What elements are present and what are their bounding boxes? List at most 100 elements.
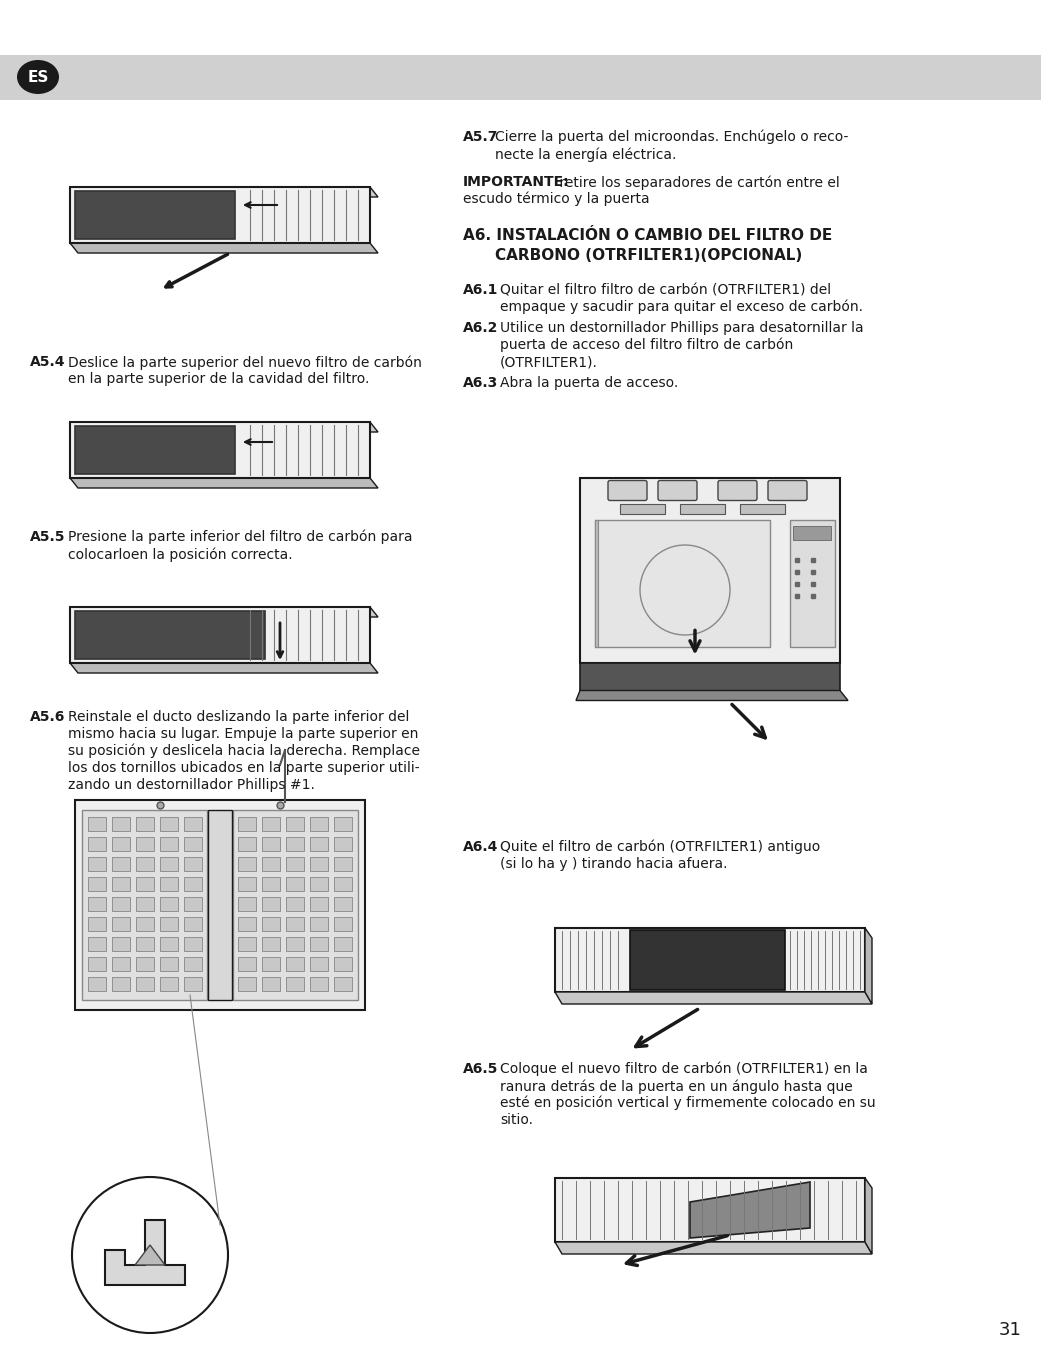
FancyBboxPatch shape	[768, 480, 807, 500]
Circle shape	[72, 1176, 228, 1333]
Bar	[334, 938, 352, 951]
Bar	[286, 938, 304, 951]
Bar	[112, 877, 130, 890]
Polygon shape	[865, 1178, 872, 1255]
Polygon shape	[555, 1242, 872, 1255]
Bar	[595, 519, 598, 646]
Bar	[334, 897, 352, 911]
Bar	[262, 938, 280, 951]
Bar	[334, 917, 352, 931]
Bar	[310, 917, 328, 931]
Bar	[88, 938, 106, 951]
Text: A6.3: A6.3	[463, 376, 499, 390]
Bar	[136, 857, 154, 871]
Bar	[160, 977, 178, 992]
Bar	[238, 938, 256, 951]
Bar	[136, 877, 154, 890]
Bar	[184, 836, 202, 851]
Bar	[112, 857, 130, 871]
Bar	[136, 917, 154, 931]
Polygon shape	[70, 607, 378, 616]
Bar	[0, 55, 1041, 100]
Bar	[75, 800, 365, 1010]
Text: esté en posición vertical y firmemente colocado en su: esté en posición vertical y firmemente c…	[500, 1095, 875, 1110]
Polygon shape	[690, 1182, 810, 1238]
Polygon shape	[70, 188, 378, 197]
Text: A6.2: A6.2	[463, 321, 499, 335]
Bar	[310, 897, 328, 911]
Bar	[310, 938, 328, 951]
Text: A5.7: A5.7	[463, 130, 499, 144]
Bar	[580, 662, 840, 691]
Bar	[620, 503, 665, 514]
Bar	[286, 897, 304, 911]
Bar	[112, 977, 130, 992]
Bar	[112, 938, 130, 951]
Text: Deslice la parte superior del nuevo filtro de carbón: Deslice la parte superior del nuevo filt…	[68, 355, 422, 370]
Text: (OTRFILTER1).: (OTRFILTER1).	[500, 355, 598, 370]
Bar	[286, 817, 304, 831]
Polygon shape	[135, 1245, 166, 1265]
Bar	[160, 956, 178, 971]
Bar	[160, 857, 178, 871]
Bar	[184, 977, 202, 992]
Bar	[334, 857, 352, 871]
Bar	[88, 836, 106, 851]
Bar	[136, 938, 154, 951]
Text: A6.1: A6.1	[463, 283, 499, 297]
Bar	[160, 877, 178, 890]
Text: Presione la parte inferior del filtro de carbón para: Presione la parte inferior del filtro de…	[68, 530, 412, 545]
Bar	[88, 817, 106, 831]
Bar	[88, 956, 106, 971]
Ellipse shape	[17, 59, 59, 94]
FancyBboxPatch shape	[608, 480, 648, 500]
Bar	[595, 519, 770, 646]
Bar	[262, 977, 280, 992]
Text: 31: 31	[998, 1321, 1021, 1340]
Bar	[310, 817, 328, 831]
Bar	[160, 836, 178, 851]
Bar	[310, 956, 328, 971]
Bar	[286, 956, 304, 971]
Bar	[112, 836, 130, 851]
Bar	[238, 817, 256, 831]
Bar	[184, 897, 202, 911]
Bar	[233, 809, 358, 1000]
Text: Abra la puerta de acceso.: Abra la puerta de acceso.	[500, 376, 679, 390]
Bar	[112, 897, 130, 911]
Text: sitio.: sitio.	[500, 1113, 533, 1126]
Bar	[75, 192, 235, 239]
Bar	[310, 877, 328, 890]
Bar	[184, 857, 202, 871]
Bar	[262, 877, 280, 890]
Polygon shape	[105, 1219, 185, 1286]
Text: los dos tornillos ubicados en la parte superior utili-: los dos tornillos ubicados en la parte s…	[68, 761, 420, 774]
Bar	[310, 857, 328, 871]
Bar	[238, 836, 256, 851]
Text: puerta de acceso del filtro filtro de carbón: puerta de acceso del filtro filtro de ca…	[500, 339, 793, 352]
Bar	[286, 857, 304, 871]
Bar	[334, 836, 352, 851]
Bar	[88, 857, 106, 871]
Text: Coloque el nuevo filtro de carbón (OTRFILTER1) en la: Coloque el nuevo filtro de carbón (OTRFI…	[500, 1062, 868, 1077]
Bar	[75, 426, 235, 473]
Text: A5.4: A5.4	[30, 355, 66, 370]
Bar	[160, 817, 178, 831]
Text: Quitar el filtro filtro de carbón (OTRFILTER1) del: Quitar el filtro filtro de carbón (OTRFI…	[500, 283, 831, 297]
Bar	[262, 836, 280, 851]
Bar	[286, 917, 304, 931]
Bar	[740, 503, 785, 514]
Bar	[286, 877, 304, 890]
Text: A6.5: A6.5	[463, 1062, 499, 1077]
Bar	[112, 956, 130, 971]
Bar	[136, 836, 154, 851]
Bar	[88, 917, 106, 931]
Bar	[238, 857, 256, 871]
Bar	[580, 478, 840, 662]
Bar	[262, 917, 280, 931]
Bar	[262, 956, 280, 971]
Text: Quite el filtro de carbón (OTRFILTER1) antiguo: Quite el filtro de carbón (OTRFILTER1) a…	[500, 840, 820, 854]
Bar	[136, 817, 154, 831]
Bar	[310, 977, 328, 992]
Bar	[286, 977, 304, 992]
